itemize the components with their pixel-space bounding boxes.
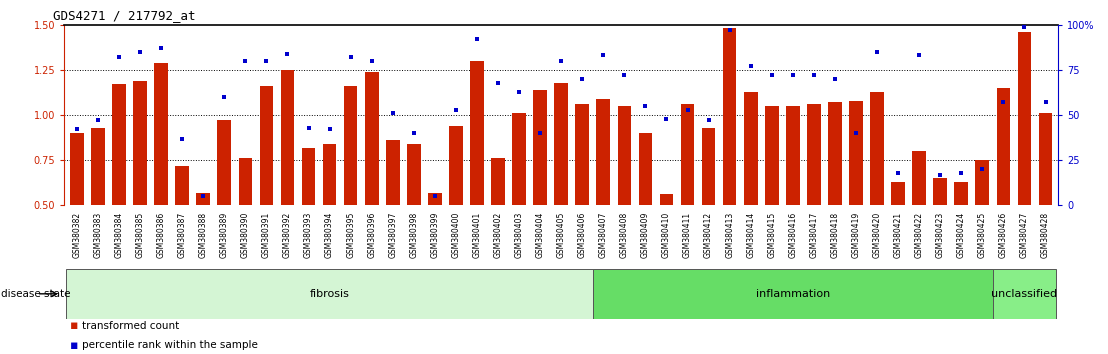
Text: percentile rank within the sample: percentile rank within the sample	[82, 340, 258, 350]
Bar	[343, 86, 358, 205]
Bar	[596, 99, 611, 205]
Bar	[1017, 32, 1032, 205]
Bar	[66, 269, 593, 319]
Bar	[765, 106, 779, 205]
Text: unclassified: unclassified	[992, 289, 1057, 299]
Text: inflammation: inflammation	[756, 289, 830, 299]
Bar	[91, 128, 105, 205]
Bar	[217, 120, 232, 205]
Bar	[386, 140, 400, 205]
Bar	[807, 104, 821, 205]
Bar	[659, 194, 674, 205]
Bar	[428, 193, 442, 205]
Text: ▪: ▪	[70, 319, 79, 332]
Bar	[154, 63, 168, 205]
Bar	[112, 84, 126, 205]
Text: GDS4271 / 217792_at: GDS4271 / 217792_at	[53, 9, 196, 22]
Bar	[133, 81, 147, 205]
Bar	[933, 178, 947, 205]
Bar	[322, 144, 337, 205]
Bar	[259, 86, 274, 205]
Text: ▪: ▪	[70, 339, 79, 352]
Bar	[743, 92, 758, 205]
Bar	[954, 182, 968, 205]
Bar	[912, 151, 926, 205]
Bar	[993, 269, 1056, 319]
Bar	[680, 104, 695, 205]
Bar	[617, 106, 632, 205]
Bar	[533, 90, 547, 205]
Bar	[638, 133, 653, 205]
Bar	[470, 61, 484, 205]
Bar	[301, 148, 316, 205]
Bar	[575, 104, 589, 205]
Bar	[701, 128, 716, 205]
Bar	[891, 182, 905, 205]
Bar	[70, 133, 84, 205]
Bar	[238, 158, 253, 205]
Bar	[196, 193, 211, 205]
Bar	[593, 269, 993, 319]
Bar	[828, 102, 842, 205]
Bar	[280, 70, 295, 205]
Bar	[449, 126, 463, 205]
Bar	[554, 82, 568, 205]
Bar	[365, 72, 379, 205]
Bar	[786, 106, 800, 205]
Bar	[870, 92, 884, 205]
Bar	[849, 101, 863, 205]
Bar	[407, 144, 421, 205]
Bar	[491, 158, 505, 205]
Text: fibrosis: fibrosis	[309, 289, 349, 299]
Bar	[512, 113, 526, 205]
Text: transformed count: transformed count	[82, 321, 179, 331]
Bar	[975, 160, 989, 205]
Bar	[996, 88, 1010, 205]
Bar	[175, 166, 189, 205]
Bar	[1038, 113, 1053, 205]
Bar	[722, 28, 737, 205]
Text: disease state: disease state	[1, 289, 71, 299]
